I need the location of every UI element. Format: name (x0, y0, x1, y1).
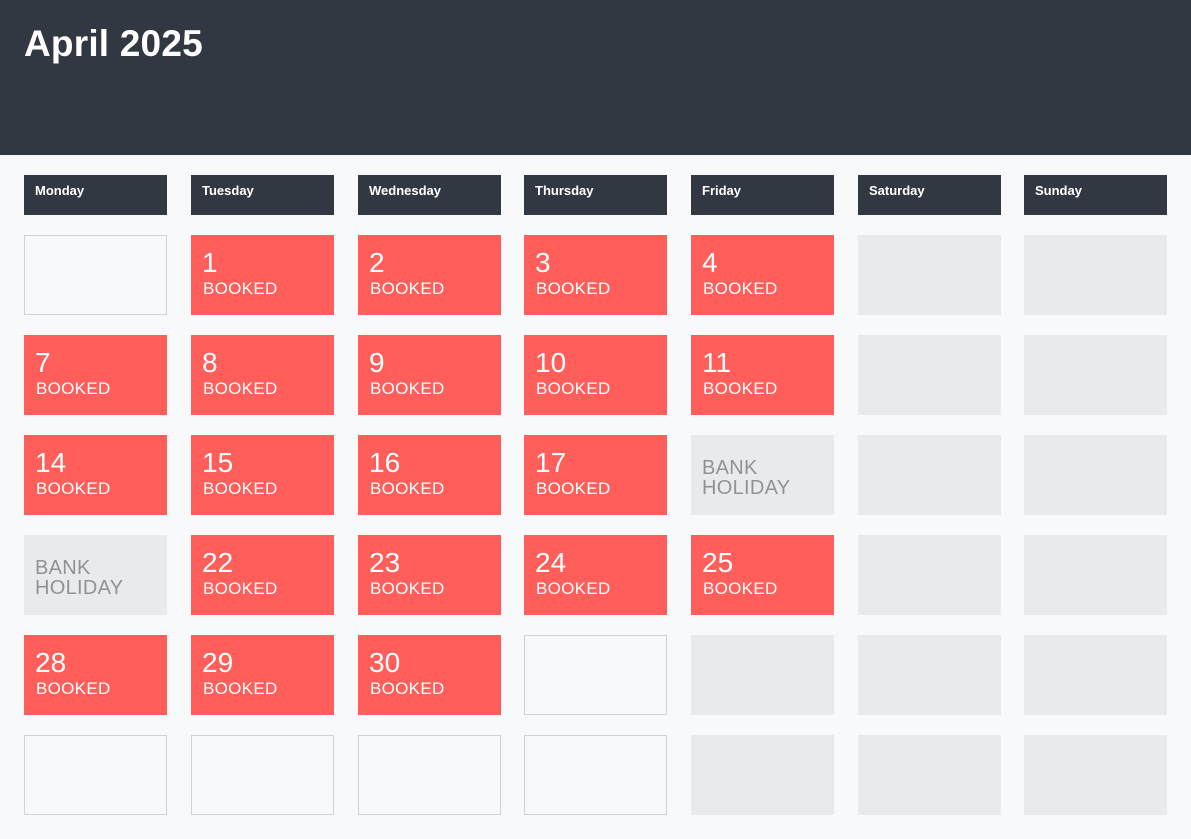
calendar-day-cell[interactable]: 7 BOOKED (24, 335, 167, 415)
calendar-day-cell[interactable]: 4 BOOKED (691, 235, 834, 315)
calendar-day-cell[interactable]: 28 BOOKED (24, 635, 167, 715)
calendar-day-cell[interactable]: 9 BOOKED (358, 335, 501, 415)
day-header-saturday: Saturday (858, 175, 1001, 215)
weekend-cell (858, 635, 1001, 715)
month-title: April 2025 (24, 23, 203, 64)
calendar-day-cell[interactable]: 29 BOOKED (191, 635, 334, 715)
bank-holiday-cell[interactable]: BANK HOLIDAY (24, 535, 167, 615)
day-number: 30 (369, 647, 401, 678)
calendar-day-cell[interactable]: 17 BOOKED (524, 435, 667, 515)
empty-cell (524, 735, 667, 815)
day-number: 7 (35, 347, 51, 378)
weekend-cell (1024, 735, 1167, 815)
weekend-cell (858, 235, 1001, 315)
calendar-day-cell[interactable]: 16 BOOKED (358, 435, 501, 515)
day-number: 23 (369, 547, 401, 578)
calendar-day-cell[interactable]: 1 BOOKED (191, 235, 334, 315)
bank-holiday-cell[interactable]: BANK HOLIDAY (691, 435, 834, 515)
calendar-day-cell[interactable]: 11 BOOKED (691, 335, 834, 415)
day-number: 14 (35, 447, 67, 478)
booked-status: BOOKED (36, 379, 111, 398)
day-number: 16 (369, 447, 401, 478)
calendar-header: April 2025 (0, 0, 1191, 155)
weekend-cell (691, 635, 834, 715)
calendar-day-cell[interactable]: 8 BOOKED (191, 335, 334, 415)
day-number: 28 (35, 647, 67, 678)
day-number: 4 (702, 247, 718, 278)
weekend-cell (858, 435, 1001, 515)
day-header-friday: Friday (691, 175, 834, 215)
booked-status: BOOKED (203, 479, 278, 498)
booked-status: BOOKED (370, 379, 445, 398)
booked-status: BOOKED (36, 479, 111, 498)
booked-status: BOOKED (203, 679, 278, 698)
booked-status: BOOKED (536, 379, 611, 398)
day-number: 17 (535, 447, 567, 478)
calendar-day-cell[interactable]: 10 BOOKED (524, 335, 667, 415)
day-header-sunday: Sunday (1024, 175, 1167, 215)
booked-status: BOOKED (370, 479, 445, 498)
weekend-cell (1024, 535, 1167, 615)
day-number: 11 (702, 347, 732, 378)
booked-status: BOOKED (703, 579, 778, 598)
day-header-thursday: Thursday (524, 175, 667, 215)
weekend-cell (1024, 235, 1167, 315)
calendar-day-cell[interactable]: 3 BOOKED (524, 235, 667, 315)
empty-cell (191, 735, 334, 815)
calendar-day-cell[interactable]: 2 BOOKED (358, 235, 501, 315)
calendar-day-cell[interactable]: 14 BOOKED (24, 435, 167, 515)
weekend-cell (858, 535, 1001, 615)
calendar-day-cell[interactable]: 24 BOOKED (524, 535, 667, 615)
day-header-wednesday: Wednesday (358, 175, 501, 215)
booked-status: BOOKED (536, 479, 611, 498)
empty-cell (524, 635, 667, 715)
day-number: 22 (202, 547, 234, 578)
day-number: 2 (369, 247, 385, 278)
booked-status: BOOKED (370, 579, 445, 598)
calendar-day-cell[interactable]: 25 BOOKED (691, 535, 834, 615)
bank-holiday-label: BANK HOLIDAY (35, 557, 124, 599)
day-number: 10 (535, 347, 567, 378)
day-number: 24 (535, 547, 567, 578)
calendar-day-cell[interactable]: 30 BOOKED (358, 635, 501, 715)
day-number: 3 (535, 247, 551, 278)
weekend-cell (1024, 635, 1167, 715)
calendar-day-cell[interactable]: 22 BOOKED (191, 535, 334, 615)
day-number: 25 (702, 547, 734, 578)
booked-status: BOOKED (370, 279, 445, 298)
day-number: 8 (202, 347, 218, 378)
booked-status: BOOKED (536, 279, 611, 298)
weekend-cell (858, 335, 1001, 415)
weekend-cell (691, 735, 834, 815)
booked-status: BOOKED (703, 379, 778, 398)
day-header-monday: Monday (24, 175, 167, 215)
empty-cell (24, 735, 167, 815)
day-header-tuesday: Tuesday (191, 175, 334, 215)
booked-status: BOOKED (203, 279, 278, 298)
calendar-day-cell[interactable]: 15 BOOKED (191, 435, 334, 515)
booked-status: BOOKED (36, 679, 111, 698)
weekend-cell (1024, 435, 1167, 515)
booked-status: BOOKED (203, 379, 278, 398)
bank-holiday-label: BANK HOLIDAY (702, 457, 791, 499)
empty-cell (358, 735, 501, 815)
booked-status: BOOKED (536, 579, 611, 598)
day-number: 29 (202, 647, 234, 678)
empty-cell (24, 235, 167, 315)
booked-status: BOOKED (203, 579, 278, 598)
day-number: 15 (202, 447, 234, 478)
calendar-day-cell[interactable]: 23 BOOKED (358, 535, 501, 615)
booked-status: BOOKED (703, 279, 778, 298)
day-number: 9 (369, 347, 385, 378)
weekend-cell (1024, 335, 1167, 415)
day-number: 1 (202, 247, 218, 278)
booked-status: BOOKED (370, 679, 445, 698)
weekend-cell (858, 735, 1001, 815)
